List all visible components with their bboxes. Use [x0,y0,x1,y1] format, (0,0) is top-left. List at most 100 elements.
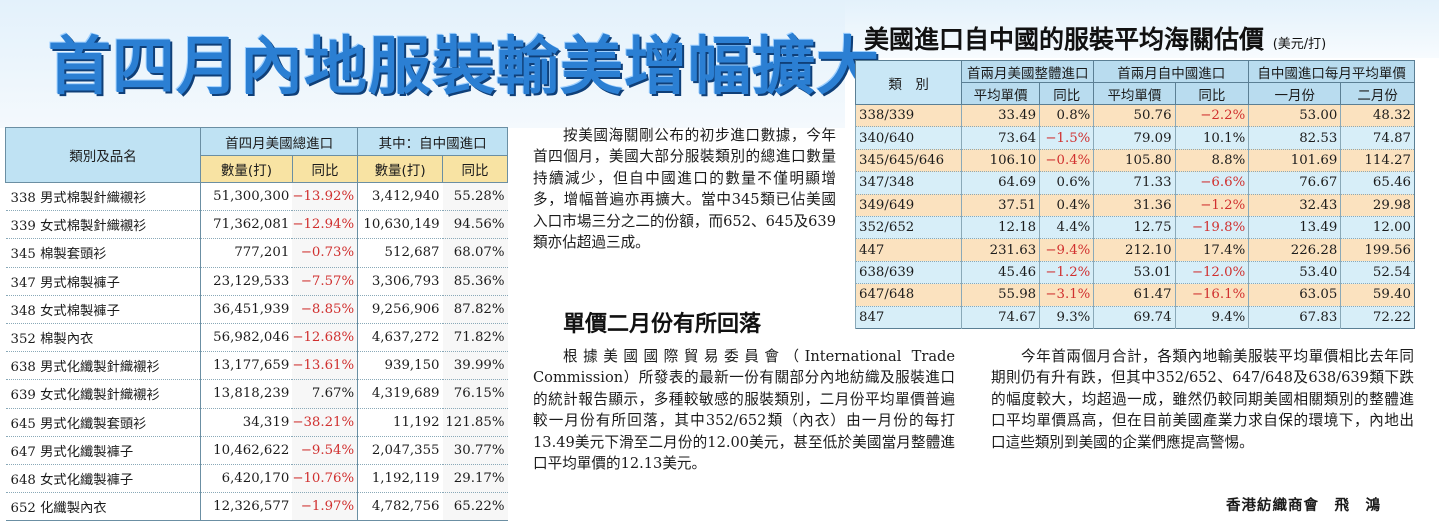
table-row: 647/648 55.98 −3.1% 61.47 −16.1% 63.05 59.40 [854,283,1415,307]
china-qty-cell: 11,192 [357,408,443,437]
table-row: 349/649 37.51 0.4% 31.36 −1.2% 32.43 29.98 [854,194,1415,217]
jan-price-cell: 63.05 [1248,283,1341,307]
china-qty-cell: 939,150 [357,351,443,381]
total-yoy-cell: −13.92% [292,182,358,212]
total-qty-cell: 10,462,622 [200,436,293,465]
china-qty-cell: 4,782,756 [357,492,443,522]
china-qty-cell: 2,047,355 [357,436,443,465]
jan-price-cell: 226.28 [1248,238,1341,262]
china-yoy-cell: 39.99% [442,351,508,381]
category-cell: 338 男式棉製針織襯衫 [5,182,202,212]
us-yoy-cell: −9.4% [1039,238,1094,262]
us-price-cell: 64.69 [961,171,1040,195]
china-qty-cell: 3,306,793 [357,267,443,296]
paragraph-intro: 按美國海關剛公布的初步進口數據，今年首四個月，美國大部分服裝類別的總進口數量持續… [533,127,836,252]
category-cell: 352 棉製內衣 [5,323,202,353]
feb-price-cell: 59.40 [1340,283,1415,307]
paragraph-conclusion: 今年首兩個月合計，各類內地輸美服裝平均單價相比去年同期則仍有升有跌，但其中352… [991,348,1414,451]
category-cell: 347 男式棉製褲子 [5,267,202,296]
left-group2-header: 其中：自中國進口 [357,127,508,156]
feb-price-cell: 12.00 [1340,216,1415,240]
china-yoy-cell: 85.36% [442,267,508,296]
category-cell: 638 男式化纖製針織襯衫 [5,351,202,381]
table-row: 345 棉製套頭衫 777,201 −0.73% 512,687 68.07% [5,238,508,268]
left-yoy-header-1: 同比 [291,155,359,183]
total-qty-cell: 51,300,300 [200,182,293,212]
china-yoy-cell: −16.1% [1174,283,1249,307]
table-row: 647 男式化纖製褲子 10,462,622 −9.54% 2,047,355 30.7… [5,436,508,465]
table-row: 338 男式棉製針織襯衫 51,300,300 −13.92% 3,412,940 55… [5,182,508,212]
china-yoy-cell: 87.82% [442,295,508,324]
feb-price-cell: 52.54 [1340,261,1415,285]
china-qty-cell: 10,630,149 [357,210,443,240]
us-price-cell: 231.63 [961,238,1040,262]
china-yoy-cell: 30.77% [442,436,508,465]
china-price-cell: 69.74 [1093,306,1176,329]
china-yoy-cell: 10.1% [1174,126,1249,150]
china-qty-cell: 3,412,940 [357,182,443,212]
us-price-cell: 74.67 [961,306,1040,329]
total-yoy-cell: −8.85% [292,295,358,324]
china-price-cell: 212.10 [1093,238,1176,262]
feb-price-cell: 72.22 [1340,306,1415,329]
table-row: 847 74.67 9.3% 69.74 9.4% 67.83 72.22 [854,306,1415,329]
total-yoy-cell: −13.61% [292,351,358,381]
category-cell: 847 [854,306,962,329]
china-yoy-cell: −19.8% [1174,216,1249,240]
us-price-cell: 55.98 [961,283,1040,307]
category-cell: 648 女式化纖製褲子 [5,464,202,494]
jan-price-cell: 82.53 [1248,126,1341,150]
table-row: 339 女式棉製針織襯衫 71,362,081 −12.94% 10,630,149 9… [5,210,508,240]
china-yoy-cell: 55.28% [442,182,508,212]
jan-price-cell: 13.49 [1248,216,1341,240]
china-qty-cell: 4,319,689 [357,379,443,409]
total-qty-cell: 36,451,939 [200,295,293,324]
total-yoy-cell: −10.76% [292,464,358,494]
china-price-cell: 79.09 [1093,126,1176,150]
us-yoy-cell: 0.8% [1039,104,1094,128]
china-qty-cell: 1,192,119 [357,464,443,494]
right-table-title-text: 美國進口自中國的服裝平均海關估價 [864,25,1265,54]
total-yoy-cell: −9.54% [292,436,358,465]
category-cell: 338/339 [854,104,962,128]
total-qty-cell: 13,818,239 [200,379,293,409]
total-qty-cell: 777,201 [200,238,293,268]
byline: 香港紡織商會 飛 鴻 [1226,498,1381,514]
right-table-title: 美國進口自中國的服裝平均海關估價 (美元/打) [864,20,1326,56]
category-cell: 447 [854,238,962,262]
feb-price-cell: 65.46 [1340,171,1415,195]
category-cell: 647 男式化纖製褲子 [5,436,202,465]
china-yoy-cell: −6.6% [1174,171,1249,195]
table-row: 645 男式化纖製套頭衫 34,319 −38.21% 11,192 121.85% [5,408,508,437]
total-qty-cell: 13,177,659 [200,351,293,381]
right-price-header-2: 平均單價 [1093,82,1176,105]
right-feb-header: 二月份 [1340,82,1415,105]
total-qty-cell: 71,362,081 [200,210,293,240]
us-yoy-cell: 4.4% [1039,216,1094,240]
headline: 首四月內地服裝輸美增幅擴大 [48,30,880,103]
left-yoy-header-2: 同比 [442,155,508,183]
table-row: 352/652 12.18 4.4% 12.75 −19.8% 13.49 12.00 [854,216,1415,240]
us-price-cell: 33.49 [961,104,1040,128]
china-qty-cell: 512,687 [357,238,443,268]
total-yoy-cell: 7.67% [292,379,358,409]
total-qty-cell: 34,319 [200,408,293,437]
jan-price-cell: 53.00 [1248,104,1341,128]
china-yoy-cell: 29.17% [442,464,508,494]
us-yoy-cell: −0.4% [1039,149,1094,173]
category-cell: 639 女式化纖製針織襯衫 [5,379,202,409]
category-cell: 345 棉製套頭衫 [5,238,202,268]
table-row: 352 棉製內衣 56,982,046 −12.68% 4,637,272 71.82% [5,323,508,353]
china-yoy-cell: 8.8% [1174,149,1249,173]
category-cell: 652 化纖製內衣 [5,492,202,522]
china-price-cell: 105.80 [1093,149,1176,173]
china-qty-cell: 9,256,906 [357,295,443,324]
total-yoy-cell: −12.68% [292,323,358,353]
table-row: 652 化纖製內衣 12,326,577 −1.97% 4,782,756 65.22% [5,492,508,522]
china-yoy-cell: 17.4% [1174,238,1249,262]
china-yoy-cell: −2.2% [1174,104,1249,128]
us-yoy-cell: 0.4% [1039,194,1094,217]
left-cat-header: 類別及品名 [4,127,202,183]
china-price-cell: 12.75 [1093,216,1176,240]
right-price-table: 類 別 首兩月美國整體進口 首兩月自中國進口 自中國進口每月平均單價 平均單價 … [854,60,1415,329]
